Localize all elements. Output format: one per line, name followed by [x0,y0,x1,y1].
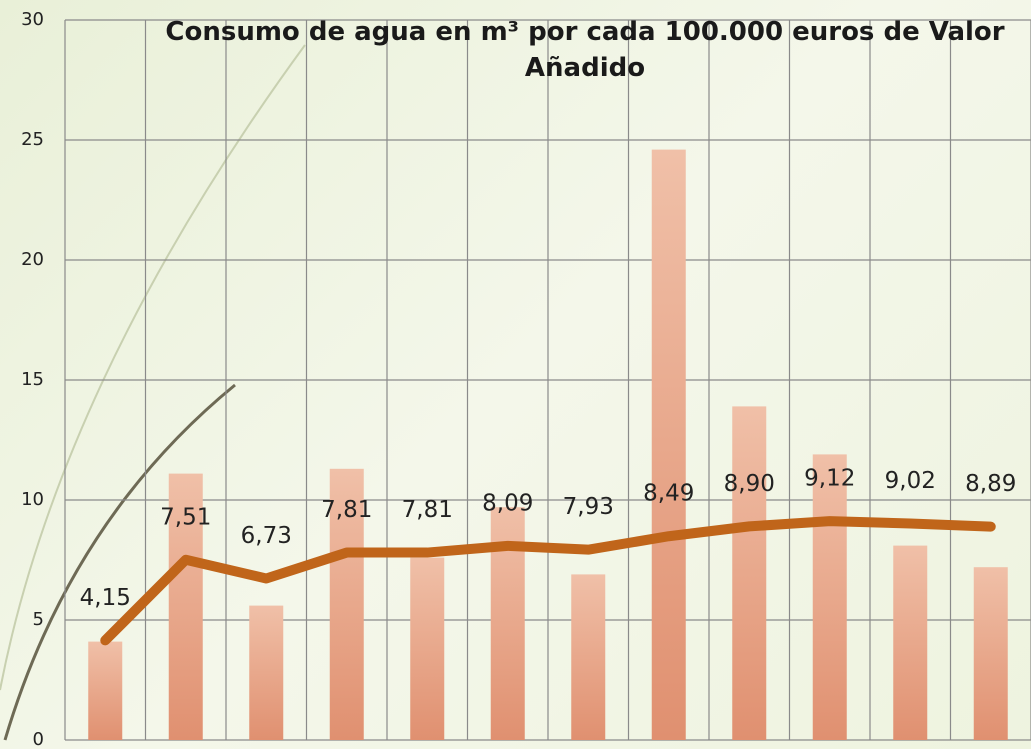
chart-title: Consumo de agua en m³ por cada 100.000 e… [165,17,1005,83]
y-tick-label: 15 [21,369,44,390]
data-label: 8,49 [643,481,694,507]
data-label: 6,73 [241,523,292,549]
data-label: 7,81 [402,497,453,523]
data-label: 7,51 [160,504,211,530]
data-label: 9,12 [804,466,855,492]
bar [893,545,928,740]
bar [571,574,606,740]
y-tick-label: 30 [21,9,44,30]
bar [168,473,203,740]
bar [88,641,123,740]
data-label: 8,09 [482,490,533,516]
decor-curve [3,383,236,741]
data-label: 8,89 [965,471,1016,497]
data-label: 7,93 [563,494,614,520]
y-tick-label: 10 [21,489,44,510]
bar [732,406,767,740]
bar [651,149,686,741]
bar [973,567,1008,740]
line [100,516,996,646]
y-tick-label: 5 [33,609,44,630]
y-tick-label: 0 [33,729,44,749]
bar [410,557,445,740]
bar [329,468,364,740]
data-label: 9,02 [885,468,936,494]
data-label: 8,90 [724,471,775,497]
bar [249,605,284,740]
y-tick-label: 20 [21,249,44,270]
bar [812,454,847,740]
y-tick-label: 25 [21,129,44,150]
data-label: 4,15 [80,585,131,611]
data-label: 7,81 [321,497,372,523]
